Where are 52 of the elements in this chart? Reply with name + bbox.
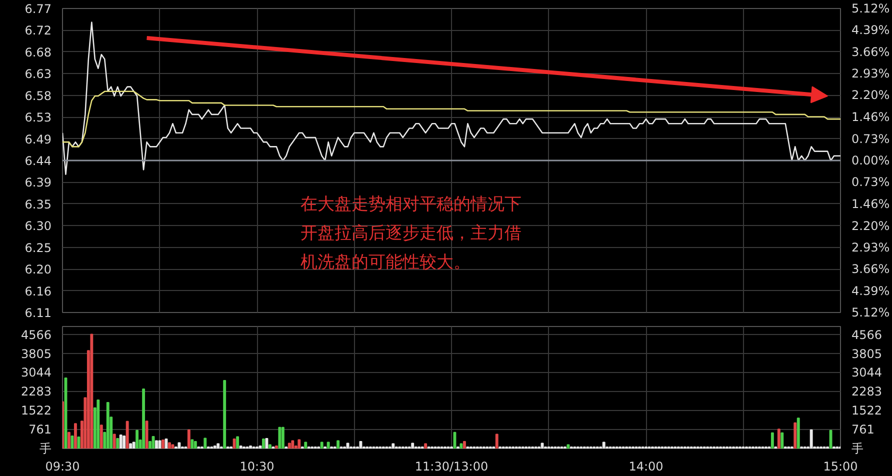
y2-tick-label: 5.12% xyxy=(852,2,890,16)
y-tick-label: 6.49 xyxy=(24,132,52,146)
y-tick-label: 6.44 xyxy=(24,154,52,168)
y-tick-label: 3044 xyxy=(20,366,52,380)
y2-tick-label: 0.73% xyxy=(852,132,890,146)
y-tick-label: 3805 xyxy=(20,346,52,361)
line-series xyxy=(62,22,840,175)
y-tick-label: 6.35 xyxy=(24,197,52,212)
y2-tick-label: 2.20% xyxy=(852,218,890,233)
y-tick-label: 1522 xyxy=(20,404,52,418)
y-tick-label: 2283 xyxy=(20,384,52,399)
y2-tick-label: 3.66% xyxy=(852,44,890,59)
y2-tick-label: 1522 xyxy=(852,404,882,418)
y2-tick-label: 4.39% xyxy=(852,23,890,38)
x-tick-label: 15:00 xyxy=(823,460,858,474)
x-tick-label: 09:30 xyxy=(45,460,80,474)
y2-tick-label: 3044 xyxy=(852,366,882,380)
y2-tick-label: 1.46% xyxy=(852,110,890,124)
y2-tick-label: 4566 xyxy=(852,328,882,342)
y-tick-label: 4566 xyxy=(20,328,52,342)
y2-tick-label: 手 xyxy=(852,442,864,456)
line-series xyxy=(62,90,840,148)
y2-tick-label: 0.00% xyxy=(852,154,890,168)
y-tick-label: 6.72 xyxy=(24,24,52,38)
y-tick-label: 手 xyxy=(40,442,52,456)
y2-tick-label: 4.39% xyxy=(852,284,890,298)
x-tick-label: 11:30/13:00 xyxy=(414,460,488,474)
y-tick-label: 6.30 xyxy=(24,219,52,234)
annotation: 在大盘走势相对平稳的情况下开盘拉高后逐步走低，主力借机洗盘的可能性较大。 xyxy=(300,194,522,272)
y-tick-label: 6.53 xyxy=(24,110,52,125)
y-tick-label: 6.20 xyxy=(24,262,52,277)
y2-tick-label: 2.20% xyxy=(852,88,890,102)
y-tick-label: 6.39 xyxy=(24,176,52,190)
y2-tick-label: 2.93% xyxy=(852,240,890,254)
x-tick-label: 10:30 xyxy=(240,460,274,474)
y2-tick-label: 5.12% xyxy=(852,306,890,320)
y2-tick-label: 0.73% xyxy=(852,175,890,190)
y-tick-label: 6.16 xyxy=(24,284,52,298)
y-tick-label: 6.11 xyxy=(24,306,52,320)
y2-tick-label: 3805 xyxy=(852,346,882,361)
y-tick-label: 6.77 xyxy=(24,2,52,16)
y-tick-label: 6.63 xyxy=(24,67,52,82)
x-tick-label: 14:00 xyxy=(628,460,664,474)
y2-tick-label: 1.46% xyxy=(852,196,890,211)
y2-tick-label: 2283 xyxy=(852,384,882,399)
y-tick-label: 6.68 xyxy=(24,45,52,60)
y-tick-label: 761 xyxy=(28,422,52,437)
y-tick-label: 6.25 xyxy=(24,240,52,255)
y2-tick-label: 2.93% xyxy=(852,66,890,81)
y2-tick-label: 3.66% xyxy=(852,262,890,276)
y2-tick-label: 761 xyxy=(852,422,874,437)
y-tick-label: 6.58 xyxy=(24,88,52,103)
